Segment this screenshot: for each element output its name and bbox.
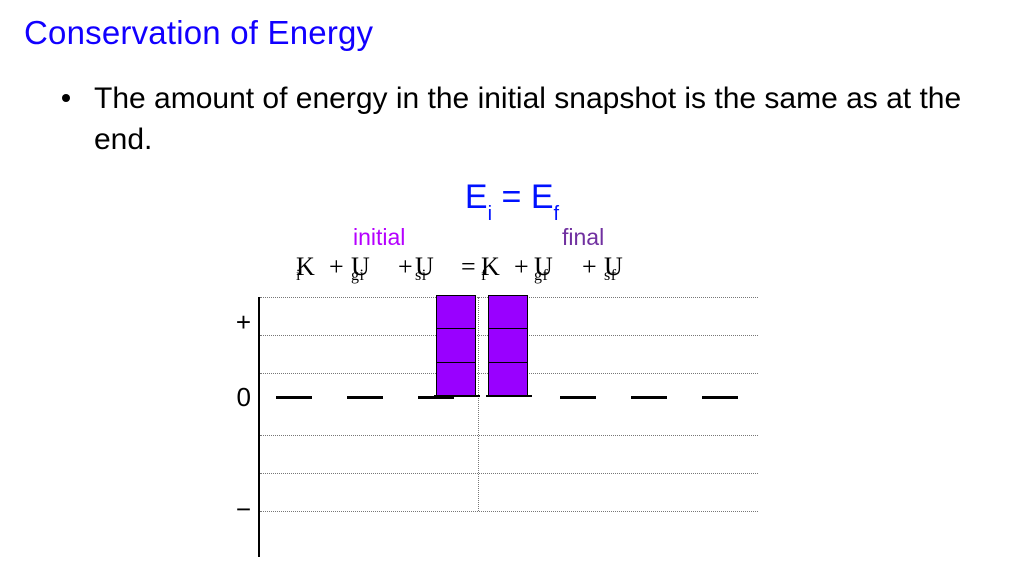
label-initial: initial	[353, 224, 405, 251]
label-final: final	[562, 224, 604, 251]
bullet-text: The amount of energy in the initial snap…	[94, 79, 964, 160]
gridline-h	[260, 511, 758, 512]
energy-bar	[436, 295, 476, 395]
zero-line-dash	[702, 396, 738, 399]
eq-equals: =	[492, 178, 531, 216]
zero-line-dash	[276, 396, 312, 399]
zero-line-dash	[347, 396, 383, 399]
eq-right-sub: f	[554, 203, 560, 225]
equation-terms: Ki+Ugi+Usi=Kf+Ugf+Usf	[24, 252, 1024, 286]
term: +	[582, 252, 597, 282]
energy-bar-segment	[489, 295, 527, 328]
energy-bar-segment	[489, 362, 527, 395]
eq-right-base: E	[531, 178, 554, 216]
energy-bar-chart: +0−	[258, 297, 758, 557]
term: +	[398, 252, 413, 282]
energy-bar-segment	[437, 295, 475, 328]
labels-row: initial final	[24, 224, 1024, 252]
zero-line-dash	[631, 396, 667, 399]
energy-bar-segment	[437, 328, 475, 361]
equation-main: Ei = Ef	[24, 178, 1000, 222]
term: Usf	[604, 252, 617, 282]
slide-title: Conservation of Energy	[24, 12, 1000, 53]
term: =	[461, 252, 476, 282]
gridline-h	[260, 473, 758, 474]
term: +	[329, 252, 344, 282]
term: Ugi	[351, 252, 364, 282]
gridline-v	[478, 297, 479, 511]
energy-bar-segment	[489, 328, 527, 361]
term: Ki	[296, 252, 301, 282]
y-tick-label: −	[213, 494, 251, 525]
bullet-row: The amount of energy in the initial snap…	[24, 79, 1000, 160]
slide: Conservation of Energy The amount of ene…	[0, 0, 1024, 574]
y-tick-label: +	[213, 307, 251, 338]
bar-baseline	[486, 395, 532, 397]
term: Usi	[415, 252, 427, 282]
term: Ugf	[534, 252, 548, 282]
bar-baseline	[434, 395, 480, 397]
term: +	[514, 252, 529, 282]
eq-left-base: E	[465, 178, 488, 216]
gridline-h	[260, 435, 758, 436]
bullet-icon	[62, 94, 70, 102]
zero-line-dash	[560, 396, 596, 399]
energy-bar	[488, 295, 528, 395]
y-tick-label: 0	[213, 382, 251, 413]
eq-left-sub: i	[488, 203, 492, 225]
y-axis	[258, 297, 260, 557]
energy-bar-segment	[437, 362, 475, 395]
term: Kf	[481, 252, 487, 282]
